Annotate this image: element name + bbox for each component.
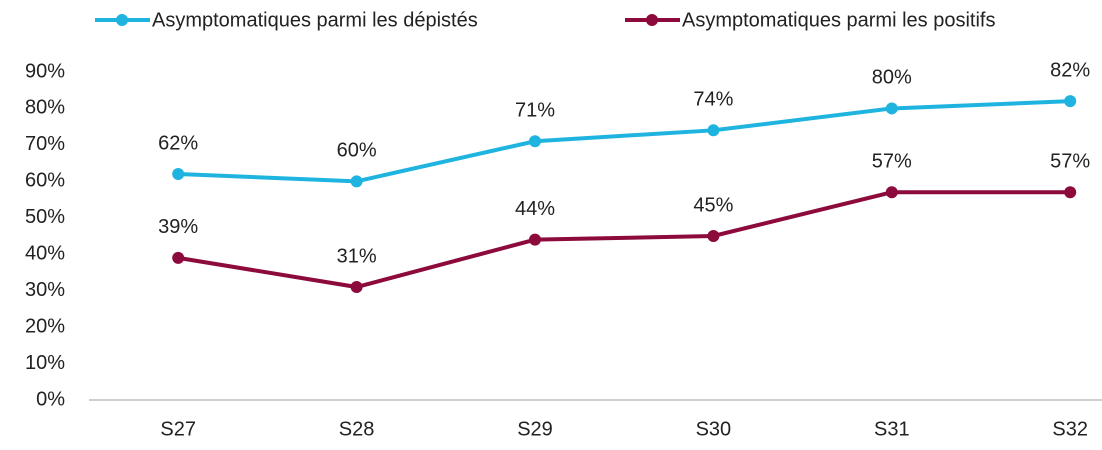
- data-point: [885, 186, 898, 199]
- data-label: 60%: [337, 140, 377, 162]
- data-label: 82%: [1050, 59, 1090, 81]
- data-point: [172, 251, 185, 264]
- legend-label: Asymptomatiques parmi les positifs: [682, 9, 995, 31]
- y-tick-label: 40%: [25, 243, 65, 265]
- legend-label: Asymptomatiques parmi les dépistés: [152, 9, 478, 31]
- x-tick-label: S30: [696, 418, 732, 440]
- data-point: [885, 102, 898, 115]
- y-tick-label: 90%: [25, 60, 65, 82]
- y-tick-label: 70%: [25, 133, 65, 155]
- y-tick-label: 0%: [36, 388, 65, 410]
- series-line: [178, 99, 1071, 184]
- data-label: 71%: [515, 100, 555, 122]
- x-tick-label: S31: [874, 418, 910, 440]
- data-label: 62%: [158, 132, 198, 154]
- legend-marker: [646, 14, 658, 26]
- y-tick-label: 80%: [25, 97, 65, 119]
- x-tick-label: S28: [339, 418, 375, 440]
- data-point: [1064, 95, 1077, 108]
- data-label: 80%: [872, 67, 912, 89]
- y-tick-label: 10%: [25, 352, 65, 374]
- data-label: 31%: [337, 245, 377, 267]
- y-tick-label: 20%: [25, 315, 65, 337]
- data-label: 44%: [515, 198, 555, 220]
- data-label: 45%: [693, 194, 733, 216]
- data-point: [707, 230, 720, 242]
- data-point: [1064, 186, 1077, 199]
- x-tick-label: S29: [517, 418, 553, 440]
- data-label: 74%: [693, 89, 733, 111]
- y-tick-label: 60%: [25, 170, 65, 192]
- data-point: [707, 124, 720, 137]
- data-label: 57%: [872, 151, 912, 173]
- data-point: [529, 135, 541, 148]
- y-tick-label: 50%: [25, 206, 65, 228]
- series-line: [177, 190, 1071, 290]
- data-point: [172, 168, 185, 181]
- data-point: [529, 233, 541, 246]
- y-tick-label: 30%: [25, 279, 65, 301]
- data-point: [350, 175, 363, 188]
- data-point: [350, 281, 363, 294]
- x-tick-label: S27: [160, 418, 196, 440]
- legend-marker: [116, 14, 128, 26]
- data-label: 57%: [1050, 151, 1090, 173]
- x-tick-label: S32: [1052, 418, 1088, 440]
- data-label: 39%: [158, 216, 198, 238]
